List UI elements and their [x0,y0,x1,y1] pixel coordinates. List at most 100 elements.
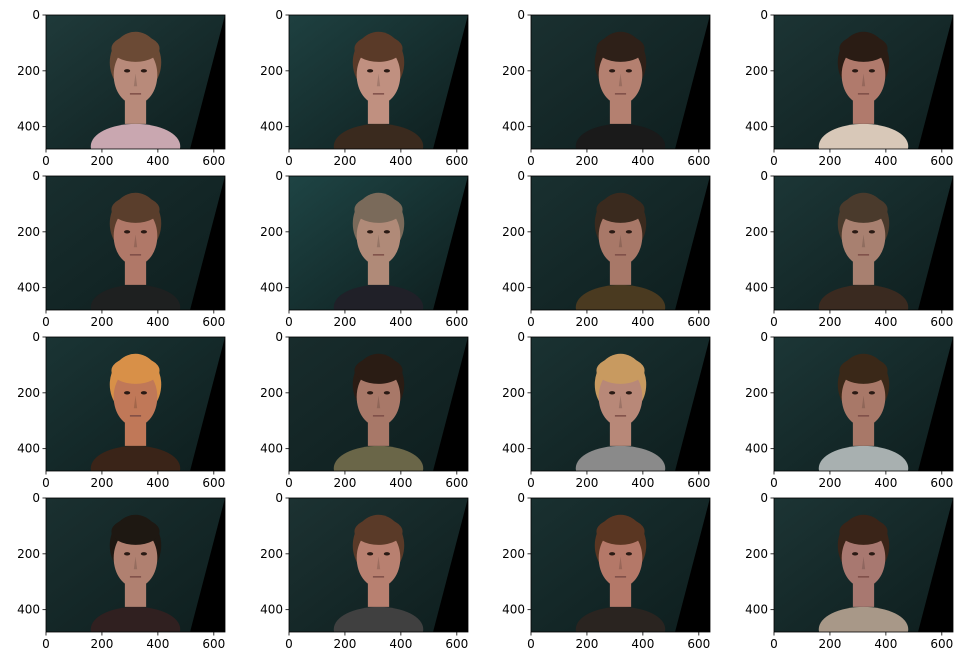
x-tick-label: 0 [42,154,50,168]
y-tick-label: 200 [260,547,283,561]
x-tick-label: 0 [285,476,293,490]
face-5-image [46,176,225,310]
face-14-image [289,498,468,632]
x-tick-label: 600 [930,315,953,329]
x-tick-label: 600 [445,315,468,329]
x-tick-label: 400 [631,637,654,651]
face-4-image [774,15,953,149]
x-tick-label: 200 [575,637,598,651]
y-tick-label: 0 [517,330,525,344]
x-tick-label: 0 [770,315,778,329]
x-tick-label: 600 [930,476,953,490]
y-tick-label: 0 [517,8,525,22]
x-tick-label: 600 [202,637,225,651]
y-tick-label: 0 [760,491,768,505]
y-tick-label: 400 [17,281,40,295]
panel-11: 0 200 400 600 0 200 400 [502,330,711,490]
y-tick-label: 400 [502,281,525,295]
x-tick-label: 600 [202,476,225,490]
x-tick-label: 200 [333,476,356,490]
x-tick-label: 0 [42,476,50,490]
x-tick-label: 600 [445,637,468,651]
x-tick-label: 600 [202,315,225,329]
y-tick-label: 0 [32,8,40,22]
x-tick-label: 400 [389,154,412,168]
x-tick-label: 400 [389,476,412,490]
panel-10: 0 200 400 600 0 200 400 [260,330,469,490]
x-tick-label: 400 [389,315,412,329]
y-tick-label: 200 [745,64,768,78]
y-tick-label: 400 [502,603,525,617]
y-tick-label: 200 [502,64,525,78]
x-tick-label: 0 [285,637,293,651]
y-tick-label: 400 [17,442,40,456]
face-13-image [46,498,225,632]
y-tick-label: 200 [745,225,768,239]
panel-2: 0 200 400 600 0 200 400 [260,8,469,168]
y-tick-label: 400 [502,120,525,134]
y-tick-label: 400 [260,120,283,134]
x-tick-label: 400 [631,476,654,490]
x-tick-label: 600 [687,637,710,651]
x-tick-label: 400 [389,637,412,651]
y-tick-label: 0 [32,169,40,183]
x-tick-label: 600 [445,476,468,490]
y-tick-label: 200 [17,547,40,561]
x-tick-label: 600 [930,154,953,168]
panel-15: 0 200 400 600 0 200 400 [502,491,711,651]
face-7-image [531,176,710,310]
x-tick-label: 400 [874,315,897,329]
y-tick-label: 200 [17,386,40,400]
x-tick-label: 0 [527,315,535,329]
face-8-image [774,176,953,310]
x-tick-label: 600 [687,476,710,490]
y-tick-label: 200 [745,386,768,400]
x-tick-label: 0 [527,154,535,168]
x-tick-label: 200 [818,476,841,490]
face-3-image [531,15,710,149]
face-6-image [289,176,468,310]
x-tick-label: 400 [146,154,169,168]
face-2-image [289,15,468,149]
x-tick-label: 200 [575,476,598,490]
panel-14: 0 200 400 600 0 200 400 [260,491,469,651]
y-tick-label: 0 [275,491,283,505]
y-tick-label: 0 [32,491,40,505]
y-tick-label: 400 [260,442,283,456]
x-tick-label: 0 [285,315,293,329]
y-tick-label: 200 [502,547,525,561]
face-15-image [531,498,710,632]
panel-grid: 0 200 400 600 0 200 400 0 200 400 600 0 200 400 0 200 40… [17,8,954,651]
x-tick-label: 200 [90,315,113,329]
y-tick-label: 0 [275,8,283,22]
x-tick-label: 200 [333,154,356,168]
x-tick-label: 0 [42,637,50,651]
x-tick-label: 400 [146,637,169,651]
y-tick-label: 200 [502,386,525,400]
x-tick-label: 0 [42,315,50,329]
x-tick-label: 200 [818,154,841,168]
y-tick-label: 200 [260,225,283,239]
y-tick-label: 0 [760,169,768,183]
y-tick-label: 200 [260,386,283,400]
x-tick-label: 0 [527,637,535,651]
x-tick-label: 400 [874,154,897,168]
y-tick-label: 400 [17,120,40,134]
panel-13: 0 200 400 600 0 200 400 [17,491,226,651]
x-tick-label: 600 [202,154,225,168]
panel-12: 0 200 400 600 0 200 400 [745,330,954,490]
panel-1: 0 200 400 600 0 200 400 [17,8,226,168]
x-tick-label: 200 [90,637,113,651]
y-tick-label: 0 [32,330,40,344]
face-9-image [46,337,225,471]
x-tick-label: 400 [146,315,169,329]
y-tick-label: 400 [502,442,525,456]
x-tick-label: 200 [575,315,598,329]
y-tick-label: 0 [517,169,525,183]
x-tick-label: 600 [687,315,710,329]
y-tick-label: 0 [275,169,283,183]
panel-8: 0 200 400 600 0 200 400 [745,169,954,329]
panel-4: 0 200 400 600 0 200 400 [745,8,954,168]
panel-5: 0 200 400 600 0 200 400 [17,169,226,329]
face-1-image [46,15,225,149]
